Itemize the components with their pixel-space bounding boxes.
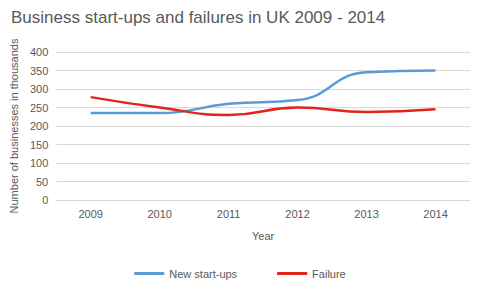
svg-text:Failure: Failure	[312, 268, 346, 280]
svg-text:Number of businesses in thousa: Number of businesses in thousands	[8, 38, 20, 213]
svg-text:2014: 2014	[423, 208, 447, 220]
svg-text:50: 50	[36, 176, 48, 188]
svg-text:250: 250	[30, 102, 48, 114]
svg-text:Year: Year	[252, 230, 275, 242]
svg-text:400: 400	[30, 46, 48, 58]
svg-text:New start-ups: New start-ups	[169, 268, 237, 280]
svg-text:350: 350	[30, 65, 48, 77]
svg-text:2012: 2012	[285, 208, 309, 220]
svg-text:300: 300	[30, 83, 48, 95]
svg-text:0: 0	[42, 194, 48, 206]
svg-text:2013: 2013	[354, 208, 378, 220]
svg-text:2009: 2009	[78, 208, 102, 220]
svg-text:150: 150	[30, 139, 48, 151]
svg-text:Business start-ups and failure: Business start-ups and failures in UK 20…	[11, 8, 385, 27]
svg-text:200: 200	[30, 120, 48, 132]
svg-text:100: 100	[30, 157, 48, 169]
svg-text:2010: 2010	[147, 208, 171, 220]
svg-text:2011: 2011	[217, 208, 241, 220]
